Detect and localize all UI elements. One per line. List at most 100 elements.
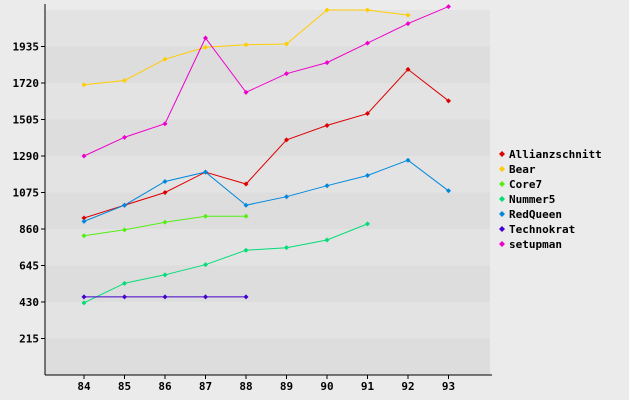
data-point: [405, 21, 411, 27]
data-point: [122, 294, 127, 300]
data-point: [81, 82, 87, 88]
data-point: [203, 169, 208, 175]
data-point: [203, 213, 208, 219]
grid-band: [45, 46, 490, 83]
series-nummer5: [81, 221, 370, 306]
data-point: [81, 233, 87, 239]
x-tick-label: 85: [118, 380, 131, 393]
data-point: [162, 219, 168, 225]
grid-band: [45, 192, 490, 229]
data-point: [446, 4, 451, 10]
data-point: [122, 227, 127, 233]
data-point: [81, 153, 87, 159]
data-point: [162, 272, 168, 278]
x-tick-label: 90: [320, 380, 333, 393]
grid-band: [45, 10, 490, 47]
y-tick-label: 215: [19, 333, 39, 346]
legend-marker: [499, 151, 505, 157]
x-tick-label: 86: [158, 380, 172, 393]
x-tick-label: 91: [361, 380, 375, 393]
data-point: [81, 218, 87, 224]
grid-band: [45, 338, 490, 375]
series-line: [83, 159, 449, 222]
data-point: [284, 71, 289, 77]
data-point: [203, 35, 208, 41]
grid-band: [45, 302, 490, 339]
x-tick-label: 87: [199, 380, 212, 393]
grid-band: [45, 83, 490, 120]
series-setupman: [81, 4, 451, 159]
data-point: [122, 134, 127, 140]
data-point: [284, 194, 289, 200]
legend: Allianzschnitt Bear Core7 Nummer5 RedQueen Te…: [499, 148, 602, 251]
legend-label: Technokrat: [509, 223, 575, 236]
data-point: [243, 202, 249, 208]
legend-label: Nummer5: [509, 193, 555, 206]
grid-band: [45, 119, 490, 156]
data-point: [162, 190, 168, 195]
data-point: [122, 202, 127, 208]
series-core7: [81, 213, 249, 239]
x-tick-label: 84: [77, 380, 91, 393]
grid-band: [45, 156, 490, 193]
legend-label: Allianzschnitt: [509, 148, 602, 161]
data-point: [243, 181, 249, 187]
data-point: [243, 213, 249, 219]
y-tick-label: 1075: [13, 187, 40, 200]
data-point: [405, 157, 411, 163]
data-point: [365, 221, 370, 227]
axes: [44, 4, 492, 376]
data-point: [243, 42, 249, 48]
x-tick-label: 89: [280, 380, 293, 393]
data-point: [162, 121, 168, 127]
data-point: [122, 77, 127, 83]
legend-marker: [499, 166, 505, 172]
data-point: [324, 7, 330, 13]
series-redqueen: [81, 157, 451, 224]
data-point: [162, 178, 168, 184]
data-point: [81, 294, 87, 300]
legend-label: RedQueen: [509, 208, 562, 221]
legend-marker: [499, 196, 505, 202]
data-point: [243, 89, 249, 95]
y-tick-label: 1935: [13, 41, 40, 54]
series-line: [83, 6, 449, 157]
data-point: [162, 56, 168, 62]
data-point: [365, 111, 370, 117]
data-point: [446, 98, 451, 104]
x-tick-label: 93: [442, 380, 455, 393]
x-axis-ticks: 84 85 86 87 88 89 90 91 92 93: [77, 375, 455, 393]
data-point: [365, 7, 370, 13]
data-point: [81, 215, 87, 221]
legend-label: setupman: [509, 238, 562, 251]
legend-label: Bear: [509, 163, 536, 176]
series-line: [83, 68, 449, 219]
data-point: [243, 294, 249, 300]
data-point: [365, 173, 370, 179]
data-point: [324, 183, 330, 189]
legend-marker: [499, 226, 505, 232]
grid-band: [45, 229, 490, 266]
data-point: [324, 60, 330, 66]
legend-marker: [499, 241, 505, 247]
data-point: [203, 262, 208, 268]
data-point: [324, 237, 330, 243]
legend-marker: [499, 211, 505, 217]
data-point: [203, 294, 208, 300]
data-point: [162, 294, 168, 300]
data-point: [81, 300, 87, 306]
data-point: [284, 41, 289, 47]
y-axis-ticks: 215 430 645 860 1075 1290 1505 1720 1935: [13, 41, 45, 346]
data-point: [284, 137, 289, 143]
y-tick-label: 860: [19, 223, 39, 236]
series-bear: [81, 7, 411, 88]
data-point: [405, 66, 411, 72]
y-tick-label: 1290: [13, 150, 40, 163]
data-point: [324, 122, 330, 128]
data-point: [446, 188, 451, 194]
data-point: [284, 245, 289, 251]
series-technokrat: [81, 294, 249, 300]
grid-band: [45, 265, 490, 302]
